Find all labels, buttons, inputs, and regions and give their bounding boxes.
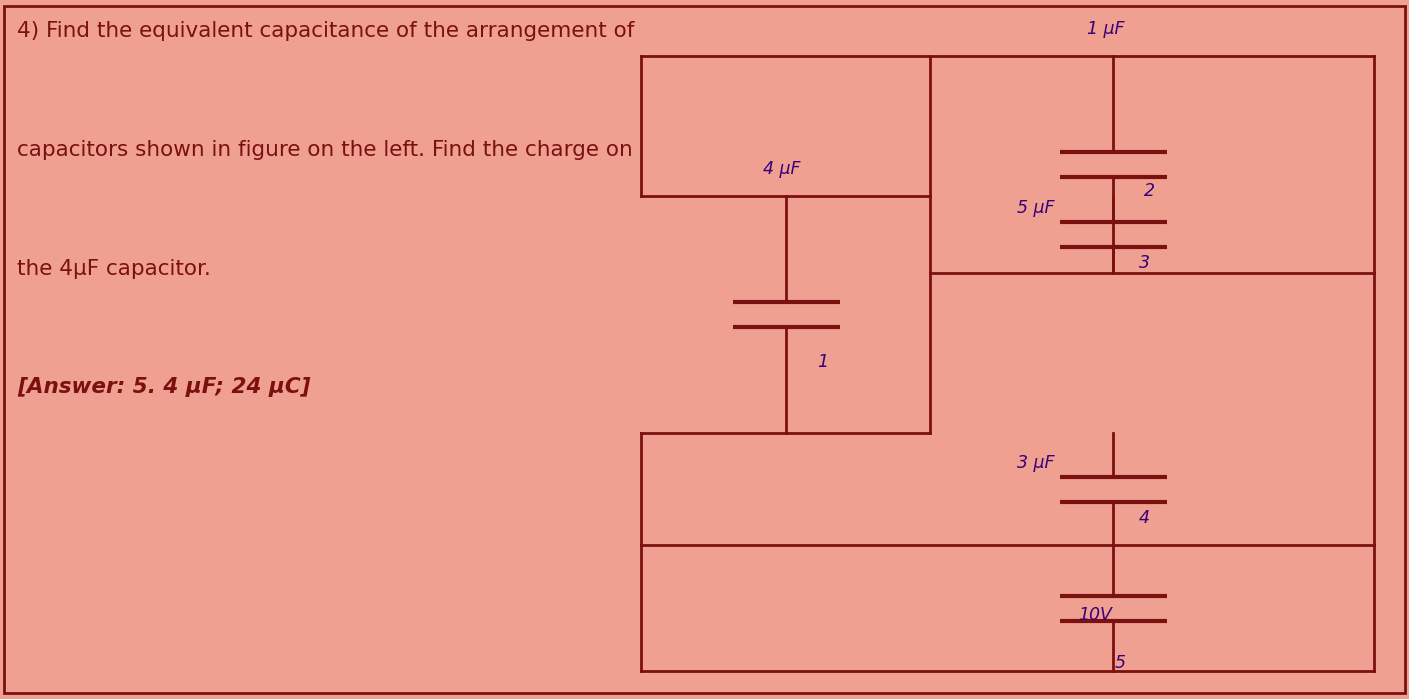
Text: 3 μF: 3 μF xyxy=(1017,454,1054,472)
Text: the 4μF capacitor.: the 4μF capacitor. xyxy=(17,259,211,279)
Text: 4) Find the equivalent capacitance of the arrangement of: 4) Find the equivalent capacitance of th… xyxy=(17,21,634,41)
Text: 5 μF: 5 μF xyxy=(1017,199,1054,217)
Text: 10V: 10V xyxy=(1078,606,1112,624)
Text: capacitors shown in figure on the left. Find the charge on: capacitors shown in figure on the left. … xyxy=(17,140,633,160)
Text: [Answer: 5. 4 μF; 24 μC]: [Answer: 5. 4 μF; 24 μC] xyxy=(17,377,310,398)
Text: 1: 1 xyxy=(817,353,828,371)
Text: 5: 5 xyxy=(1115,654,1126,672)
Text: 4: 4 xyxy=(1138,509,1150,527)
Text: 1 μF: 1 μF xyxy=(1088,20,1124,38)
Text: 2: 2 xyxy=(1144,182,1155,200)
Text: 4 μF: 4 μF xyxy=(764,160,800,178)
Text: 3: 3 xyxy=(1138,254,1150,272)
